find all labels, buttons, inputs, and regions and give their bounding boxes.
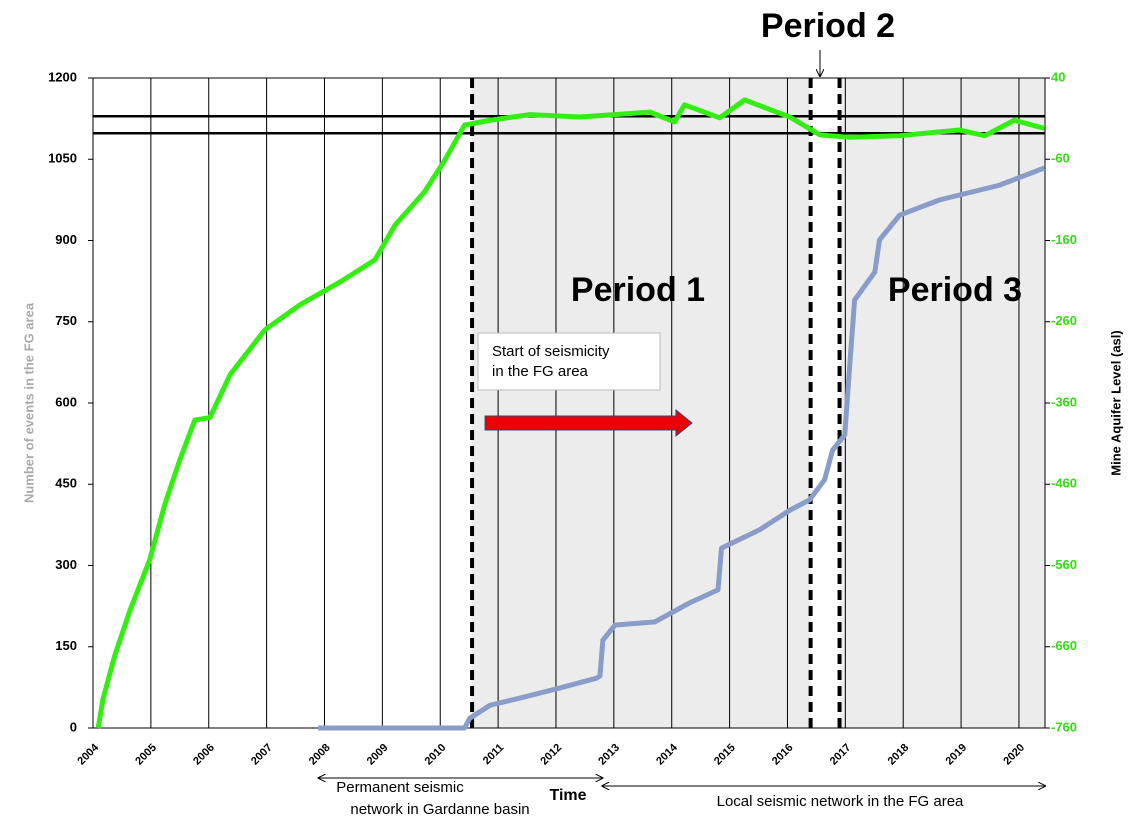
y-tick-label: 1200 bbox=[48, 69, 77, 84]
x-tick-label: 2015 bbox=[712, 742, 738, 768]
x-tick-label: 2018 bbox=[886, 742, 912, 768]
x-tick-label: 2017 bbox=[828, 742, 854, 768]
x-tick-label: 2016 bbox=[770, 742, 796, 768]
y-axis-label: Number of events in the FG area bbox=[21, 302, 36, 503]
x-tick-label: 2020 bbox=[1001, 742, 1027, 768]
period-shade bbox=[472, 78, 811, 728]
x-tick-label: 2004 bbox=[75, 741, 101, 767]
period-shade bbox=[839, 78, 1045, 728]
y2-tick-label: -460 bbox=[1051, 476, 1077, 491]
y-tick-label: 450 bbox=[55, 476, 77, 491]
text-box-line: in the FG area bbox=[492, 363, 589, 380]
x-tick-label: 2006 bbox=[191, 742, 217, 768]
x-tick-label: 2007 bbox=[249, 742, 275, 768]
x-tick-label: 2011 bbox=[481, 742, 506, 767]
network-label: Permanent seismic bbox=[336, 779, 464, 796]
series-line bbox=[318, 165, 1046, 731]
x-tick-label: 2009 bbox=[365, 742, 391, 768]
period-label: Period 3 bbox=[888, 271, 1022, 309]
period-label: Period 2 bbox=[761, 7, 895, 45]
y2-tick-label: -260 bbox=[1051, 313, 1077, 328]
y-tick-label: 750 bbox=[55, 313, 77, 328]
y2-tick-label: -760 bbox=[1051, 719, 1077, 734]
y2-tick-label: -60 bbox=[1051, 151, 1070, 166]
y2-tick-label: 40 bbox=[1051, 69, 1065, 84]
network-label: network in Gardanne basin bbox=[350, 801, 529, 818]
y2-axis-label: Mine Aquifer Level (asl) bbox=[1108, 330, 1123, 475]
y-tick-label: 1050 bbox=[48, 151, 77, 166]
x-axis-label: Time bbox=[549, 787, 586, 804]
network-label: Local seismic network in the FG area bbox=[717, 793, 964, 810]
x-tick-label: 2013 bbox=[596, 742, 622, 768]
y2-tick-label: -560 bbox=[1051, 557, 1077, 572]
red-arrow bbox=[484, 408, 693, 438]
x-tick-label: 2008 bbox=[307, 742, 333, 768]
y2-tick-label: -360 bbox=[1051, 394, 1077, 409]
series-line bbox=[95, 97, 1046, 729]
text-box-line: Start of seismicity bbox=[492, 343, 610, 360]
x-tick-label: 2019 bbox=[943, 742, 969, 768]
y-tick-label: 0 bbox=[70, 719, 77, 734]
y2-tick-label: -660 bbox=[1051, 638, 1077, 653]
y-tick-label: 900 bbox=[55, 232, 77, 247]
x-tick-label: 2014 bbox=[654, 741, 680, 767]
y-tick-label: 300 bbox=[55, 557, 77, 572]
y2-tick-label: -160 bbox=[1051, 232, 1077, 247]
x-tick-label: 2010 bbox=[423, 742, 449, 768]
text-box bbox=[477, 332, 661, 391]
x-tick-label: 2012 bbox=[538, 742, 564, 768]
period-label: Period 1 bbox=[571, 271, 705, 309]
y-tick-label: 600 bbox=[55, 394, 77, 409]
y-tick-label: 150 bbox=[55, 638, 77, 653]
x-tick-label: 2005 bbox=[133, 742, 159, 768]
